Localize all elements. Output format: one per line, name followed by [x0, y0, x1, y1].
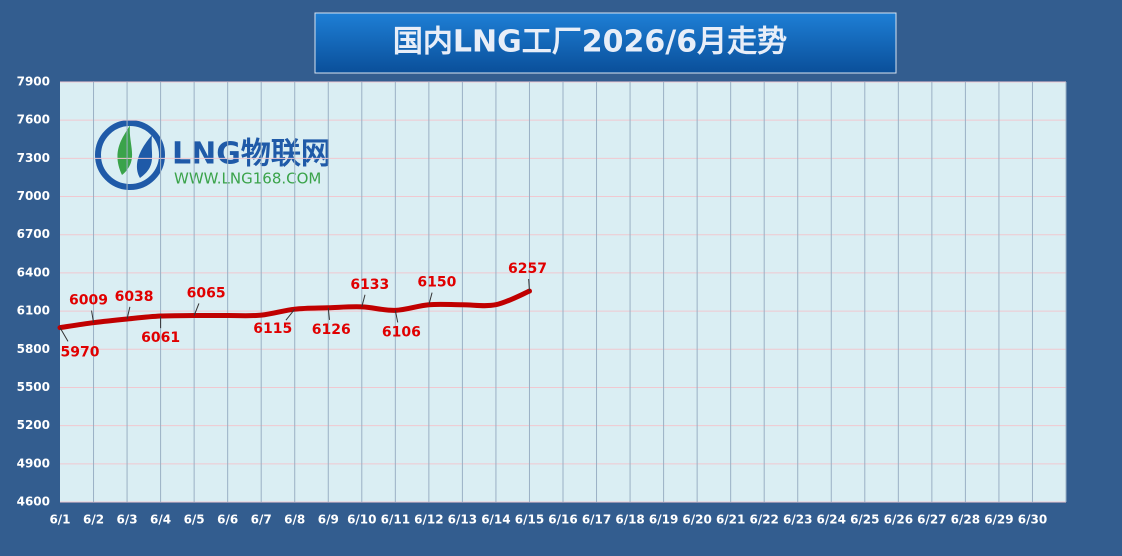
- y-tick-label: 5800: [17, 342, 50, 356]
- x-tick-label: 6/16: [548, 513, 577, 527]
- x-tick-label: 6/23: [783, 513, 812, 527]
- x-tick-label: 6/25: [850, 513, 879, 527]
- x-tick-label: 6/11: [381, 513, 410, 527]
- y-tick-label: 6400: [17, 265, 50, 279]
- logo-ring: [95, 120, 165, 190]
- logo-leaf: [137, 135, 153, 178]
- leader-line: [193, 303, 200, 316]
- x-tick-label: 6/14: [481, 513, 510, 527]
- y-tick-label: 6700: [17, 227, 50, 241]
- data-label: 6009: [69, 293, 108, 309]
- data-label: 6106: [382, 324, 421, 340]
- x-tick-label: 6/19: [649, 513, 678, 527]
- x-tick-label: 6/20: [682, 513, 711, 527]
- y-tick-label: 4900: [17, 456, 50, 470]
- x-tick-label: 6/18: [615, 513, 644, 527]
- y-tick-label: 7600: [17, 113, 50, 127]
- chart-title: 国内LNG工厂2026/6月走势: [393, 25, 787, 60]
- x-tick-label: 6/2: [83, 513, 104, 527]
- x-tick-label: 6/17: [582, 513, 611, 527]
- x-tick-label: 6/29: [984, 513, 1013, 527]
- data-label: 6257: [508, 261, 547, 277]
- leader-line: [59, 327, 69, 342]
- leader-line: [528, 278, 530, 292]
- leader-line: [428, 292, 433, 305]
- data-label: 6126: [312, 322, 351, 338]
- leader-line: [91, 310, 95, 323]
- leader-line: [394, 310, 399, 323]
- x-tick-label: 6/1: [49, 513, 70, 527]
- data-label: 6133: [350, 277, 389, 293]
- y-tick-label: 6100: [17, 304, 50, 318]
- y-tick-label: 5500: [17, 380, 50, 394]
- data-label: 6065: [187, 286, 226, 302]
- x-tick-label: 6/26: [884, 513, 913, 527]
- x-tick-label: 6/6: [217, 513, 238, 527]
- leader-line: [285, 308, 296, 321]
- data-label: 6150: [417, 275, 456, 291]
- x-tick-label: 6/12: [414, 513, 443, 527]
- leader-line: [327, 307, 330, 320]
- x-tick-label: 6/13: [448, 513, 477, 527]
- leader-line: [361, 294, 366, 308]
- x-tick-label: 6/9: [318, 513, 339, 527]
- logo: LNG物联网 WWW.LNG168.COM: [95, 120, 331, 190]
- logo-leaf: [117, 125, 133, 175]
- x-tick-label: 6/7: [251, 513, 272, 527]
- x-tick-label: 6/4: [150, 513, 171, 527]
- y-tick-label: 7000: [17, 189, 50, 203]
- x-tick-label: 6/27: [917, 513, 946, 527]
- y-tick-label: 5200: [17, 418, 50, 432]
- y-tick-label: 7900: [17, 75, 50, 89]
- title-box: [314, 12, 897, 74]
- data-label: 5970: [61, 345, 100, 361]
- logo-url: WWW.LNG168.COM: [174, 170, 321, 188]
- data-label: 6115: [253, 321, 292, 337]
- logo-name: LNG物联网: [172, 137, 331, 172]
- data-label: 6038: [115, 289, 154, 305]
- x-tick-label: 6/3: [117, 513, 138, 527]
- leader-line: [126, 306, 131, 320]
- y-tick-label: 7300: [17, 151, 50, 165]
- x-tick-label: 6/30: [1018, 513, 1047, 527]
- x-tick-label: 6/24: [817, 513, 846, 527]
- x-tick-label: 6/22: [749, 513, 778, 527]
- data-label: 6061: [141, 330, 180, 346]
- x-tick-label: 6/28: [951, 513, 980, 527]
- x-tick-label: 6/10: [347, 513, 376, 527]
- x-tick-label: 6/5: [184, 513, 205, 527]
- x-tick-label: 6/15: [515, 513, 544, 527]
- x-tick-label: 6/8: [284, 513, 305, 527]
- y-tick-label: 4600: [17, 495, 50, 509]
- x-tick-label: 6/21: [716, 513, 745, 527]
